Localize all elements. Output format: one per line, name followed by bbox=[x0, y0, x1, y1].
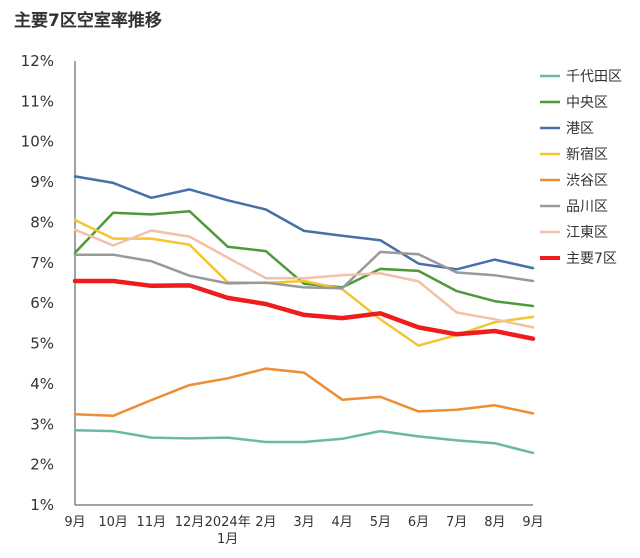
y-tick-label: 9% bbox=[30, 173, 54, 191]
y-tick-label: 6% bbox=[30, 294, 54, 312]
series-line bbox=[73, 228, 535, 329]
y-tick-label: 1% bbox=[30, 496, 54, 514]
y-tick-label: 11% bbox=[21, 92, 54, 110]
x-tick-label: 2月 bbox=[255, 515, 276, 530]
x-tick-label: 5月 bbox=[370, 515, 391, 530]
x-tick-label: 2024年 1月 bbox=[205, 515, 251, 547]
legend-label: 江東区 bbox=[566, 225, 608, 241]
x-tick-label: 7月 bbox=[446, 515, 467, 530]
y-tick-label: 12% bbox=[21, 52, 54, 70]
series-line bbox=[72, 278, 536, 341]
x-tick-label: 11月 bbox=[137, 515, 167, 530]
y-tick-label: 4% bbox=[30, 375, 54, 393]
series-line bbox=[73, 250, 535, 290]
series-line bbox=[73, 429, 535, 455]
chart-title: 主要7区空室率推移 bbox=[14, 11, 162, 31]
x-tick-label: 10月 bbox=[98, 515, 128, 530]
y-tick-label: 8% bbox=[30, 213, 54, 231]
x-tick-label: 12月 bbox=[175, 515, 205, 530]
y-tick-label: 7% bbox=[30, 254, 54, 272]
x-tick-label: 9月 bbox=[522, 515, 543, 530]
y-tick-label: 10% bbox=[21, 133, 54, 151]
x-tick-label: 4月 bbox=[332, 515, 353, 530]
x-tick-label: 9月 bbox=[64, 515, 85, 530]
axes: 12% 11% 10% 9% 8% 7% 6% 5% 4% 3% 2% 1% 9月 10月 11月 12月 20… bbox=[21, 52, 544, 547]
legend-label: 新宿区 bbox=[566, 146, 608, 163]
x-tick-label: 3月 bbox=[293, 515, 314, 530]
legend-label: 渋谷区 bbox=[566, 173, 608, 189]
x-tick-label: 6月 bbox=[408, 515, 429, 530]
series-line bbox=[73, 209, 535, 308]
series-line bbox=[73, 367, 535, 418]
x-tick-label: 8月 bbox=[484, 515, 505, 530]
series-lines bbox=[72, 175, 536, 455]
legend-label: 品川区 bbox=[566, 199, 608, 215]
legend-label: 中央区 bbox=[566, 95, 608, 111]
y-tick-label: 5% bbox=[30, 335, 54, 353]
y-tick-label: 3% bbox=[30, 415, 54, 433]
legend-label: 千代田区 bbox=[566, 69, 622, 85]
legend-label: 港区 bbox=[566, 121, 594, 137]
series-line bbox=[73, 175, 535, 271]
legend-label: 主要7区 bbox=[566, 251, 617, 267]
y-tick-label: 2% bbox=[30, 456, 54, 474]
